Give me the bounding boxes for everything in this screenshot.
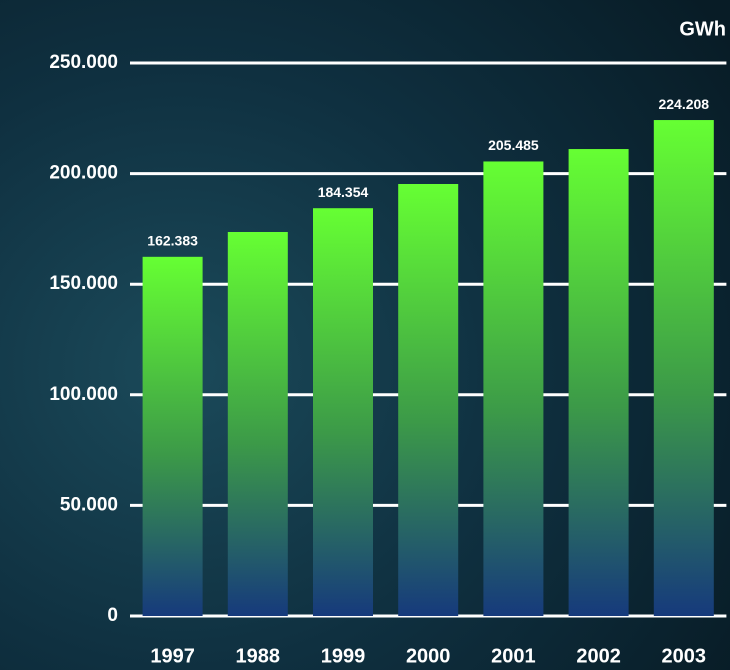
x-tick-label: 2001 bbox=[491, 645, 536, 667]
data-label: 162.383 bbox=[147, 233, 198, 249]
y-tick-label: 150.000 bbox=[49, 273, 118, 294]
y-tick-label: 200.000 bbox=[49, 163, 118, 184]
y-tick-label: 50.000 bbox=[60, 494, 118, 515]
bar bbox=[398, 183, 459, 616]
y-tick-label: 0 bbox=[107, 605, 118, 626]
bar bbox=[653, 120, 714, 616]
x-tick-label: 2000 bbox=[406, 645, 451, 667]
x-tick-label: 2002 bbox=[576, 645, 621, 667]
data-label: 184.354 bbox=[318, 184, 369, 200]
data-label: 205.485 bbox=[488, 137, 539, 153]
bar bbox=[568, 149, 629, 616]
data-label: 224.208 bbox=[658, 96, 709, 112]
bar bbox=[227, 231, 288, 616]
bar bbox=[142, 256, 203, 616]
x-tick-label: 1999 bbox=[321, 645, 366, 667]
y-tick-label: 250.000 bbox=[49, 52, 118, 73]
x-tick-label: 1988 bbox=[236, 645, 281, 667]
y-tick-label: 100.000 bbox=[49, 384, 118, 405]
x-tick-label: 1997 bbox=[150, 645, 195, 667]
unit-label: GWh bbox=[679, 18, 726, 40]
bar bbox=[483, 161, 544, 617]
x-tick-label: 2003 bbox=[662, 645, 707, 667]
bar bbox=[313, 208, 373, 616]
